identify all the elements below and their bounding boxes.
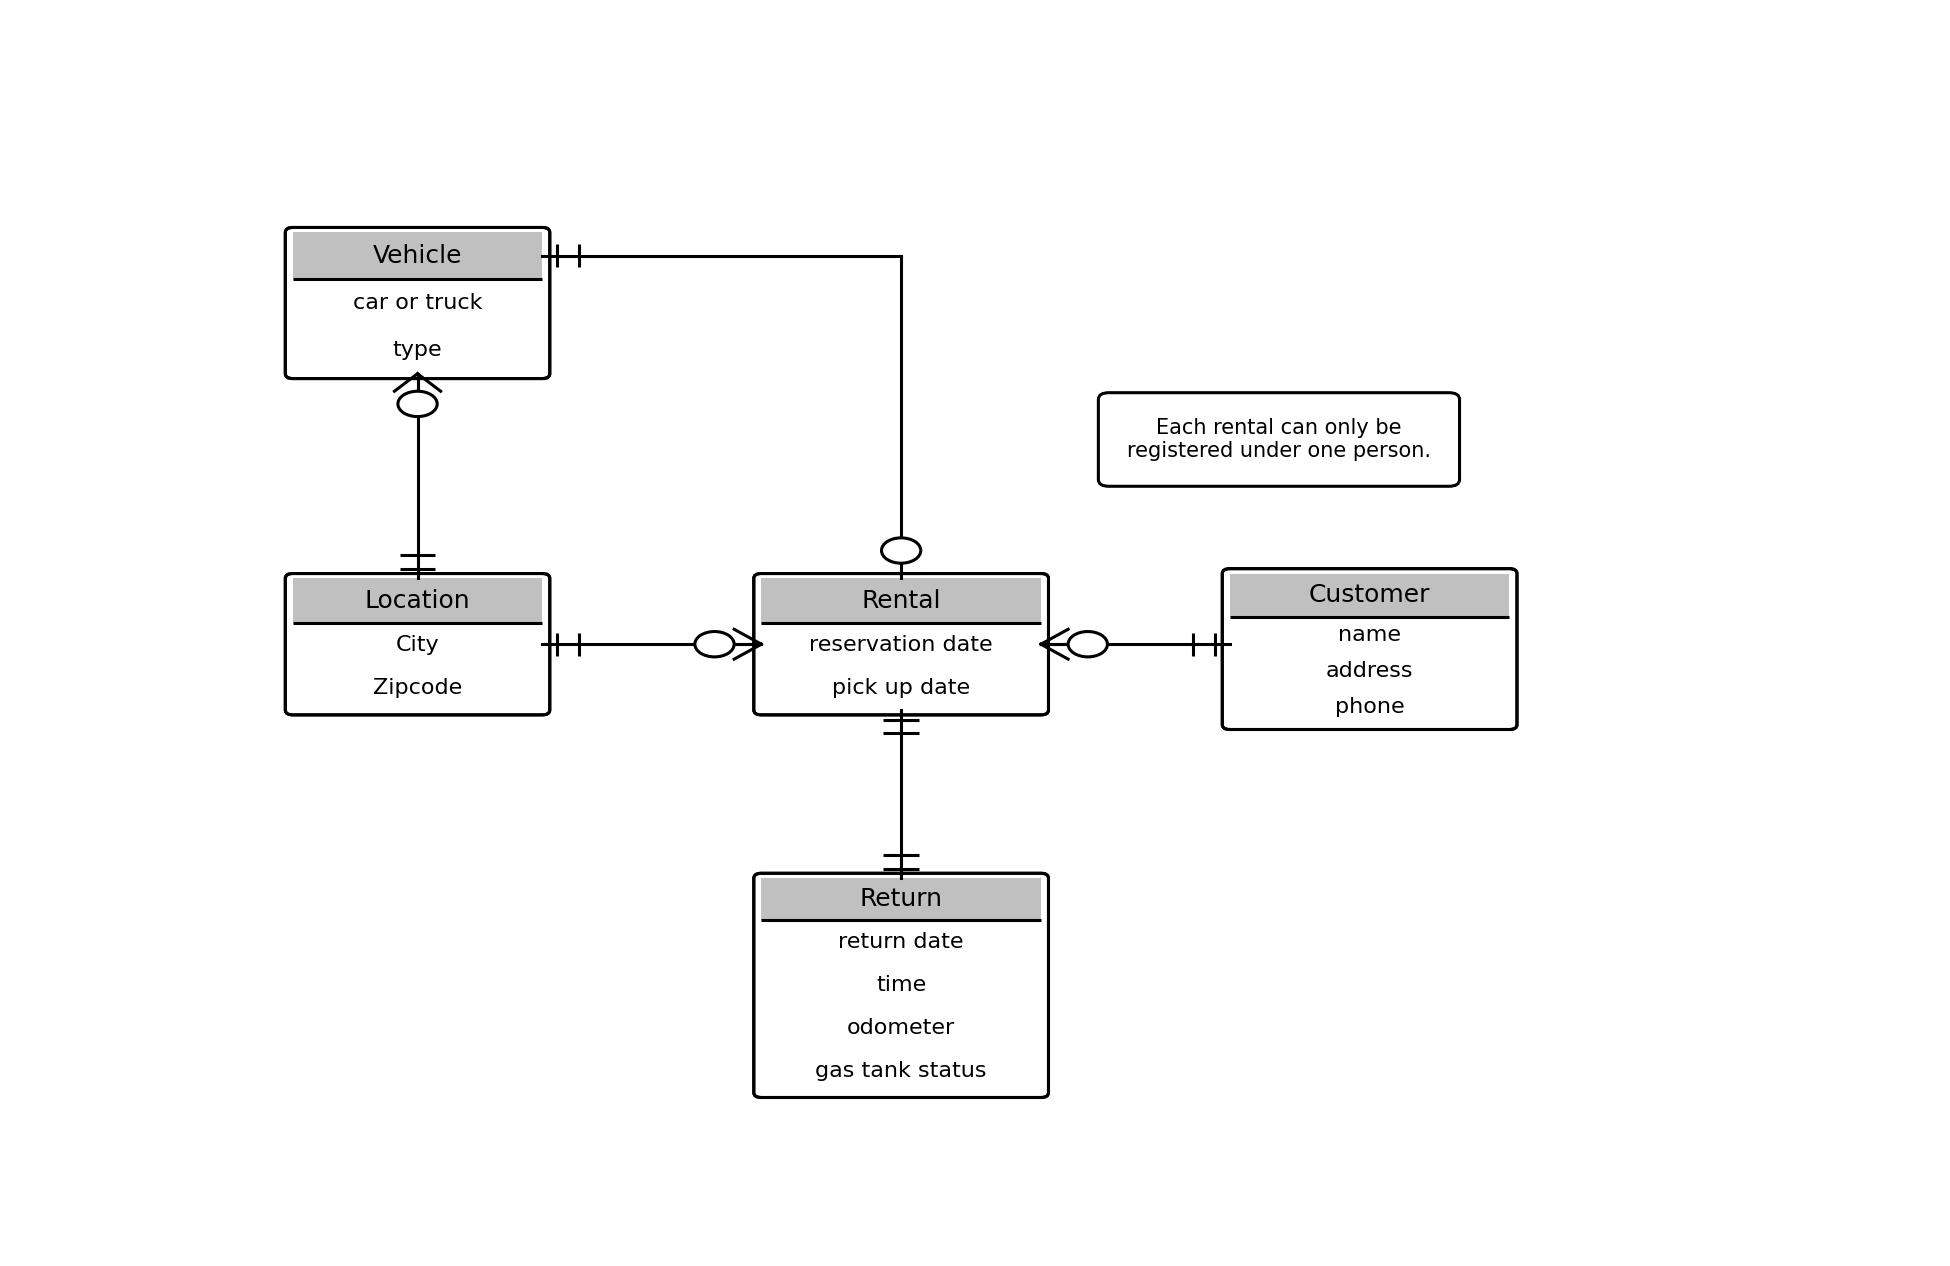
Text: car or truck: car or truck bbox=[353, 292, 482, 313]
Text: pick up date: pick up date bbox=[833, 679, 971, 699]
Circle shape bbox=[881, 538, 920, 563]
Polygon shape bbox=[760, 579, 1041, 623]
Text: time: time bbox=[876, 975, 926, 995]
Text: address: address bbox=[1326, 661, 1414, 681]
Text: name: name bbox=[1338, 625, 1402, 646]
FancyBboxPatch shape bbox=[1098, 392, 1459, 486]
Text: reservation date: reservation date bbox=[809, 634, 993, 655]
Text: Zipcode: Zipcode bbox=[372, 679, 462, 699]
FancyBboxPatch shape bbox=[755, 874, 1049, 1098]
Text: Customer: Customer bbox=[1308, 584, 1431, 608]
Polygon shape bbox=[292, 579, 542, 623]
Circle shape bbox=[398, 391, 437, 417]
Polygon shape bbox=[292, 233, 542, 279]
FancyBboxPatch shape bbox=[285, 573, 550, 715]
Circle shape bbox=[1069, 632, 1108, 657]
Text: return date: return date bbox=[838, 932, 963, 952]
Text: type: type bbox=[392, 341, 443, 360]
Text: Each rental can only be
registered under one person.: Each rental can only be registered under… bbox=[1127, 418, 1431, 461]
Text: Location: Location bbox=[365, 589, 470, 613]
Polygon shape bbox=[1230, 573, 1509, 618]
Text: Return: Return bbox=[860, 887, 942, 912]
Text: City: City bbox=[396, 634, 439, 655]
FancyBboxPatch shape bbox=[755, 573, 1049, 715]
Text: odometer: odometer bbox=[846, 1018, 956, 1038]
Text: Rental: Rental bbox=[862, 589, 942, 613]
Circle shape bbox=[694, 632, 733, 657]
Text: gas tank status: gas tank status bbox=[815, 1061, 987, 1081]
FancyBboxPatch shape bbox=[1223, 568, 1517, 729]
Polygon shape bbox=[760, 879, 1041, 920]
Text: phone: phone bbox=[1336, 696, 1404, 717]
FancyBboxPatch shape bbox=[285, 228, 550, 379]
Text: Vehicle: Vehicle bbox=[372, 243, 462, 267]
